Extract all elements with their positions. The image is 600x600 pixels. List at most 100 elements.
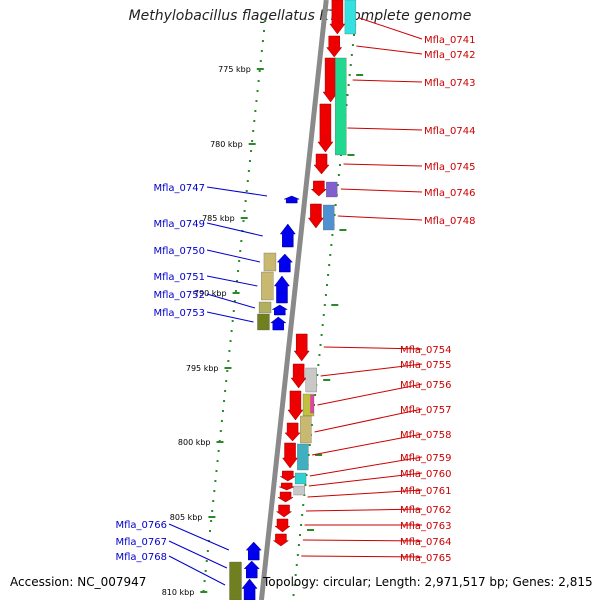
tick-dot bbox=[213, 490, 216, 492]
gene-label-mfla-0751: Mfla_0751 bbox=[153, 272, 205, 283]
tick-dot bbox=[203, 580, 206, 582]
tick-dot bbox=[330, 244, 333, 246]
forward-gene-arrow bbox=[329, 0, 346, 35]
tick-dot bbox=[300, 524, 303, 526]
tick-dot bbox=[307, 454, 310, 456]
tick-dot bbox=[232, 310, 235, 312]
tick-dot bbox=[219, 430, 222, 432]
domain-band bbox=[344, 0, 357, 35]
tick-dot bbox=[205, 560, 208, 562]
leader-line bbox=[337, 215, 423, 221]
forward-gene-arrow bbox=[284, 422, 301, 442]
tick-label: 790 kbp bbox=[194, 289, 227, 298]
tick-dot bbox=[346, 94, 349, 96]
tick-dot bbox=[320, 334, 323, 336]
tick-dot bbox=[236, 280, 238, 282]
tick-dot bbox=[318, 354, 321, 356]
leader-line bbox=[206, 293, 256, 309]
tick-dot bbox=[293, 584, 296, 586]
gene-label-mfla-0759: Mfla_0759 bbox=[400, 453, 452, 464]
tick-dot bbox=[326, 284, 328, 286]
tick-dot bbox=[305, 474, 308, 476]
tick-dot bbox=[317, 364, 320, 366]
tick-dot bbox=[334, 204, 337, 206]
tick-dot bbox=[294, 574, 297, 576]
tick-dot bbox=[243, 210, 246, 212]
tick-dot bbox=[224, 390, 227, 392]
forward-gene-arrow bbox=[313, 153, 330, 175]
backbone-line bbox=[258, 0, 329, 600]
tick-dot bbox=[247, 170, 250, 172]
domain-band bbox=[323, 204, 335, 231]
tick-dot bbox=[321, 324, 324, 326]
gene-label-mfla-0768: Mfla_0768 bbox=[115, 552, 167, 563]
tick-dot bbox=[240, 240, 243, 242]
tick-dot bbox=[328, 264, 331, 266]
gene-label-mfla-0757: Mfla_0757 bbox=[400, 405, 452, 416]
tick-dot bbox=[245, 190, 248, 192]
tick-dot bbox=[244, 200, 247, 202]
tick-dot bbox=[211, 510, 214, 512]
tick-dot bbox=[353, 34, 355, 36]
map-title: Methylobacillus flagellatus KT, complete… bbox=[128, 8, 472, 24]
tick-dot bbox=[299, 534, 301, 536]
forward-gene-arrow bbox=[279, 470, 297, 482]
tick-dot bbox=[336, 184, 339, 186]
gene-label-mfla-0756: Mfla_0756 bbox=[400, 380, 452, 391]
leader-line bbox=[168, 523, 230, 551]
leader-line bbox=[340, 188, 423, 193]
tick-label: 775 kbp bbox=[218, 65, 251, 74]
accession-text: Accession: NC_007947 bbox=[10, 575, 147, 589]
forward-gene-arrow bbox=[272, 533, 290, 547]
tick-dot bbox=[226, 370, 229, 372]
leader-line bbox=[168, 540, 228, 569]
reverse-gene-arrow bbox=[279, 223, 296, 248]
domain-band bbox=[293, 485, 305, 496]
tick-dot bbox=[338, 164, 341, 166]
leader-line bbox=[309, 456, 423, 477]
gene-label-mfla-0764: Mfla_0764 bbox=[400, 537, 452, 548]
tick-dot bbox=[295, 564, 298, 566]
tick-dot bbox=[297, 544, 300, 546]
tick-dot bbox=[246, 180, 249, 182]
tick-dot bbox=[253, 120, 256, 122]
tick-dot bbox=[314, 394, 317, 396]
domain-band bbox=[300, 415, 312, 444]
leader-line bbox=[301, 555, 423, 558]
gene-label-mfla-0742: Mfla_0742 bbox=[424, 50, 476, 61]
forward-gene-arrow bbox=[277, 491, 294, 503]
tick-label: 800 kbp bbox=[178, 438, 211, 447]
tick-dot bbox=[209, 530, 211, 532]
gene-label-mfla-0741: Mfla_0741 bbox=[424, 35, 476, 46]
gene-label-mfla-0753: Mfla_0753 bbox=[153, 308, 205, 319]
gene-label-mfla-0750: Mfla_0750 bbox=[153, 246, 205, 257]
tick-dot bbox=[323, 304, 326, 306]
tick-dot bbox=[212, 500, 215, 502]
leader-line bbox=[206, 186, 268, 197]
tick-dot bbox=[228, 350, 231, 352]
forward-gene-arrow bbox=[275, 504, 293, 518]
leader-line bbox=[356, 45, 423, 55]
domain-band bbox=[294, 472, 307, 485]
leader-line bbox=[206, 275, 258, 287]
tick-dot bbox=[348, 74, 351, 76]
gene-label-mfla-0747: Mfla_0747 bbox=[153, 183, 205, 194]
tick-dot bbox=[238, 260, 241, 262]
tick-dot bbox=[302, 504, 305, 506]
forward-gene-arrow bbox=[307, 203, 324, 229]
tick-dot bbox=[204, 570, 207, 572]
tick-dot bbox=[260, 50, 263, 52]
tick-dot bbox=[324, 294, 327, 296]
gene-labels: Mfla_0741 Mfla_0742 Mfla_0743 Mfla_0744 Mfla… bbox=[115, 35, 475, 564]
domain-band bbox=[297, 443, 309, 471]
gene-label-mfla-0746: Mfla_0746 bbox=[424, 188, 476, 199]
forward-gene-arrow bbox=[282, 442, 299, 469]
tick-label: 810 kbp bbox=[162, 588, 195, 597]
domain-band bbox=[326, 181, 338, 198]
leader-line bbox=[352, 79, 423, 83]
tick-dot bbox=[250, 150, 253, 152]
reverse-gene-arrow bbox=[243, 560, 260, 579]
tick-dot bbox=[230, 330, 233, 332]
forward-gene-arrow bbox=[279, 482, 295, 491]
tick-dot bbox=[264, 20, 267, 22]
